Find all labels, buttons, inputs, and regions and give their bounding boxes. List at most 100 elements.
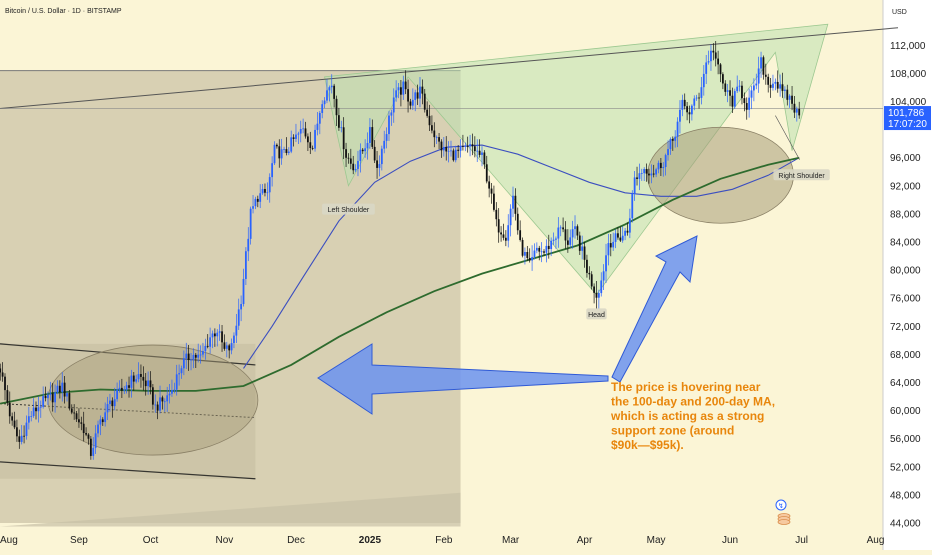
candle (788, 94, 791, 108)
candle (218, 324, 221, 341)
candle (757, 56, 760, 93)
candle (717, 50, 720, 75)
candle (519, 220, 522, 242)
candle (605, 243, 607, 284)
channel-lower (0, 461, 256, 480)
candle (39, 400, 42, 418)
candle (402, 75, 405, 100)
candle (37, 396, 40, 423)
candle (123, 385, 126, 395)
candle (702, 65, 705, 96)
candle (447, 141, 450, 163)
candle (772, 74, 774, 91)
candle (361, 148, 364, 154)
symbol-header: Bitcoin / U.S. Dollar · 1D · BITSTAMP (5, 8, 122, 15)
candle (1, 362, 4, 382)
candle (733, 88, 736, 109)
y-tick-label: 48,000 (890, 490, 921, 501)
candle (481, 146, 483, 167)
candle (18, 429, 21, 449)
candle (564, 221, 567, 249)
candle (557, 217, 560, 248)
candle (163, 398, 166, 413)
candle (383, 130, 386, 154)
candle (681, 94, 684, 117)
x-tick-label: Apr (577, 535, 593, 546)
candle (600, 272, 603, 297)
candle (61, 372, 64, 402)
candle (583, 241, 586, 268)
candle (261, 183, 264, 195)
candle (149, 371, 152, 395)
candle (233, 332, 235, 349)
y-tick-label: 72,000 (890, 322, 921, 333)
candle (359, 143, 362, 173)
candle (390, 109, 393, 126)
candle (743, 92, 746, 112)
candle (783, 86, 786, 99)
candle (640, 168, 643, 181)
candle (516, 207, 519, 235)
candle (345, 142, 347, 168)
candle (366, 132, 369, 160)
candle (354, 164, 357, 173)
pattern-label-text: Right Shoulder (778, 173, 825, 180)
y-tick-label: 80,000 (890, 266, 921, 277)
svg-text:↯: ↯ (778, 502, 784, 510)
candle (724, 80, 727, 96)
candle (78, 408, 80, 428)
candle (643, 167, 646, 181)
candle (140, 364, 142, 388)
candle (171, 379, 173, 397)
candle (552, 232, 555, 245)
resistance-trendline (0, 27, 899, 110)
candle (259, 184, 262, 209)
x-tick-label: Jun (722, 535, 738, 546)
candle (721, 72, 724, 90)
pattern-label-text: Left Shoulder (328, 207, 370, 214)
candle (676, 117, 679, 148)
candle (679, 100, 681, 134)
candle (137, 362, 140, 383)
y-tick-label: 88,000 (890, 209, 921, 220)
candle (68, 389, 71, 411)
candle (185, 342, 188, 370)
candle (388, 110, 390, 141)
candle (25, 415, 28, 440)
candle (478, 139, 481, 158)
candle (178, 364, 181, 386)
candle (738, 79, 741, 92)
candle (729, 80, 731, 107)
candle (776, 70, 779, 93)
candle (597, 289, 600, 309)
annotation-text: The price is hovering near the 100-day an… (610, 380, 775, 452)
candle (543, 249, 545, 257)
candle (488, 175, 491, 198)
currency-label[interactable]: USD (892, 9, 907, 16)
candle (428, 104, 431, 131)
candle (147, 371, 149, 395)
candle (333, 83, 336, 108)
candle (483, 150, 486, 169)
candle (30, 411, 33, 422)
candle (566, 229, 569, 253)
candle (648, 168, 650, 184)
ma100-line (243, 144, 800, 369)
candle (457, 145, 460, 158)
candle (497, 208, 500, 243)
candle (106, 396, 109, 420)
alert-icon[interactable] (775, 499, 787, 511)
candle (180, 365, 183, 379)
y-tick-label: 112,000 (890, 41, 926, 52)
candle (197, 343, 200, 363)
candle (791, 86, 793, 111)
candle (92, 437, 95, 460)
candle (32, 398, 35, 418)
pattern-label-text: Head (588, 312, 605, 319)
coins-icon[interactable] (777, 513, 791, 525)
candle (80, 416, 83, 431)
candle (652, 164, 655, 178)
candle (426, 101, 429, 118)
candle (698, 92, 700, 109)
